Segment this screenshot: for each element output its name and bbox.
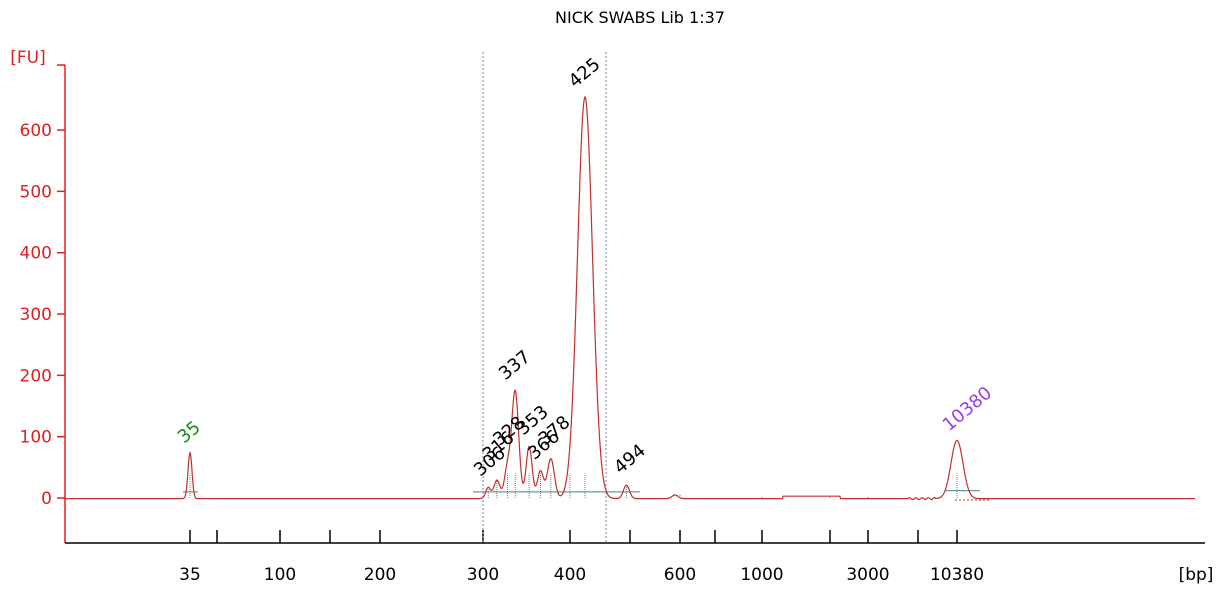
peak-label-494: 494 — [610, 440, 650, 478]
trace-line — [65, 95, 1195, 501]
axes: 0 100 200 300 400 500 600 35 100 200 300 400 600 1000… — [20, 64, 1205, 585]
x-tick-label: 35 — [179, 565, 201, 585]
y-tick-label: 500 — [20, 182, 52, 202]
peak-label-35: 35 — [174, 417, 205, 448]
y-axis-label: [FU] — [10, 48, 46, 68]
x-tick-label: 10380 — [930, 565, 984, 585]
y-tick-label: 200 — [20, 366, 52, 386]
x-axis-label: [bp] — [1179, 565, 1214, 585]
region-markers — [482, 52, 607, 543]
y-tick-label: 0 — [41, 489, 52, 509]
trace-group — [65, 95, 1195, 501]
x-tick-label: 400 — [554, 565, 586, 585]
x-tick-label: 200 — [364, 565, 396, 585]
x-tick-label: 600 — [664, 565, 696, 585]
y-tick-label: 600 — [20, 121, 52, 141]
peak-baselines — [183, 490, 990, 501]
peak-label-10380: 10380 — [939, 383, 996, 436]
chart-title: NICK SWABS Lib 1:37 — [555, 8, 725, 27]
y-tick-label: 400 — [20, 244, 52, 264]
y-tick-label: 300 — [20, 305, 52, 325]
x-tick-label: 3000 — [846, 565, 889, 585]
peak-label-337: 337 — [495, 346, 535, 384]
x-tick-label: 100 — [264, 565, 296, 585]
x-tick-label: 1000 — [740, 565, 783, 585]
peak-label-425: 425 — [565, 54, 605, 92]
x-tick-label: 300 — [467, 565, 499, 585]
y-tick-label: 100 — [20, 428, 52, 448]
